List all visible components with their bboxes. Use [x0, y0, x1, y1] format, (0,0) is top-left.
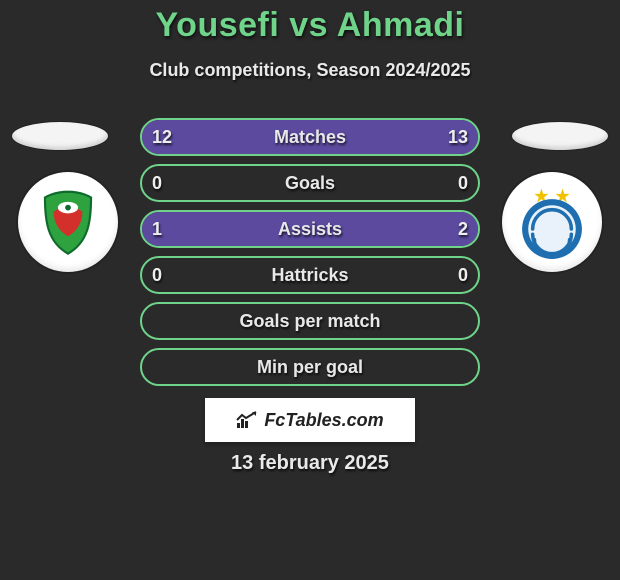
player2-name: Ahmadi [337, 6, 465, 44]
stat-value-left: 1 [152, 210, 162, 248]
stat-value-right: 2 [458, 210, 468, 248]
stat-pill [140, 164, 480, 202]
stat-row: Matches1213 [140, 118, 480, 156]
stat-value-right: 0 [458, 164, 468, 202]
comparison-title: Yousefi vs Ahmadi [0, 6, 620, 45]
stat-pill [140, 256, 480, 294]
stat-pill [140, 118, 480, 156]
country-flag-placeholder-left [12, 122, 108, 150]
stats-container: Matches1213Goals00Assists12Hattricks00Go… [140, 118, 480, 394]
club-badge-right [502, 172, 602, 272]
watermark-icon [236, 411, 258, 429]
club-badge-right-art [508, 178, 596, 266]
player1-name: Yousefi [156, 6, 280, 44]
stat-pill [140, 210, 480, 248]
stat-value-right: 13 [448, 118, 468, 156]
stat-row: Goals00 [140, 164, 480, 202]
watermark-text: FcTables.com [264, 410, 383, 431]
stat-pill [140, 302, 480, 340]
stat-value-left: 12 [152, 118, 172, 156]
comparison-subtitle: Club competitions, Season 2024/2025 [0, 60, 620, 81]
stat-row: Assists12 [140, 210, 480, 248]
club-badge-left-art [32, 186, 104, 258]
stat-row: Hattricks00 [140, 256, 480, 294]
club-badge-left [18, 172, 118, 272]
stat-value-left: 0 [152, 164, 162, 202]
stat-value-left: 0 [152, 256, 162, 294]
watermark: FcTables.com [205, 398, 415, 442]
comparison-infographic: { "title_parts": { "player1": "Yousefi",… [0, 0, 620, 580]
vs-word: vs [289, 6, 328, 44]
infographic-date: 13 february 2025 [0, 452, 620, 475]
stat-row: Goals per match [140, 302, 480, 340]
stat-row: Min per goal [140, 348, 480, 386]
stat-fill-right [253, 212, 478, 246]
stat-pill [140, 348, 480, 386]
country-flag-placeholder-right [512, 122, 608, 150]
stat-value-right: 0 [458, 256, 468, 294]
